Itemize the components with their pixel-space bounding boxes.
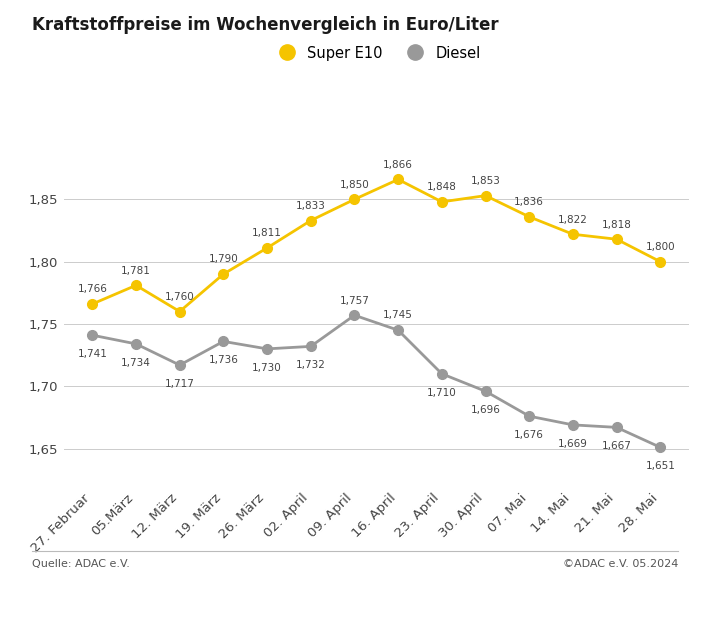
Text: 1,818: 1,818 [601,219,632,229]
Text: 1,800: 1,800 [645,242,675,252]
Text: 1,730: 1,730 [252,363,282,373]
Text: Kraftstoffpreise im Wochenvergleich in Euro/Liter: Kraftstoffpreise im Wochenvergleich in E… [32,16,498,34]
Text: 1,866: 1,866 [383,159,413,169]
Text: 1,822: 1,822 [558,214,588,224]
Text: 1,734: 1,734 [121,358,151,368]
Text: ©ADAC e.V. 05.2024: ©ADAC e.V. 05.2024 [562,559,678,569]
Text: 1,853: 1,853 [471,176,501,186]
Legend: Super E10, Diesel: Super E10, Diesel [266,40,486,67]
Text: 1,781: 1,781 [121,265,151,275]
Text: 1,651: 1,651 [645,461,675,471]
Text: 1,696: 1,696 [471,405,501,415]
Text: 1,848: 1,848 [427,182,457,192]
Text: 1,717: 1,717 [165,379,195,389]
Text: 1,760: 1,760 [165,292,195,302]
Text: 1,757: 1,757 [339,295,369,305]
Text: 1,741: 1,741 [77,349,107,359]
Text: 1,736: 1,736 [209,355,239,365]
Text: 1,745: 1,745 [383,310,413,320]
Text: Quelle: ADAC e.V.: Quelle: ADAC e.V. [32,559,130,569]
Text: 1,669: 1,669 [558,439,588,449]
Text: 1,710: 1,710 [427,388,457,397]
Text: 1,676: 1,676 [514,430,544,440]
Text: 1,790: 1,790 [209,254,239,264]
Text: 1,833: 1,833 [296,201,326,211]
Text: 1,766: 1,766 [77,284,107,294]
Text: 1,732: 1,732 [296,360,326,370]
Text: 1,850: 1,850 [339,179,369,189]
Text: 1,811: 1,811 [252,228,282,238]
Text: 1,667: 1,667 [601,441,632,451]
Text: 1,836: 1,836 [514,197,544,207]
